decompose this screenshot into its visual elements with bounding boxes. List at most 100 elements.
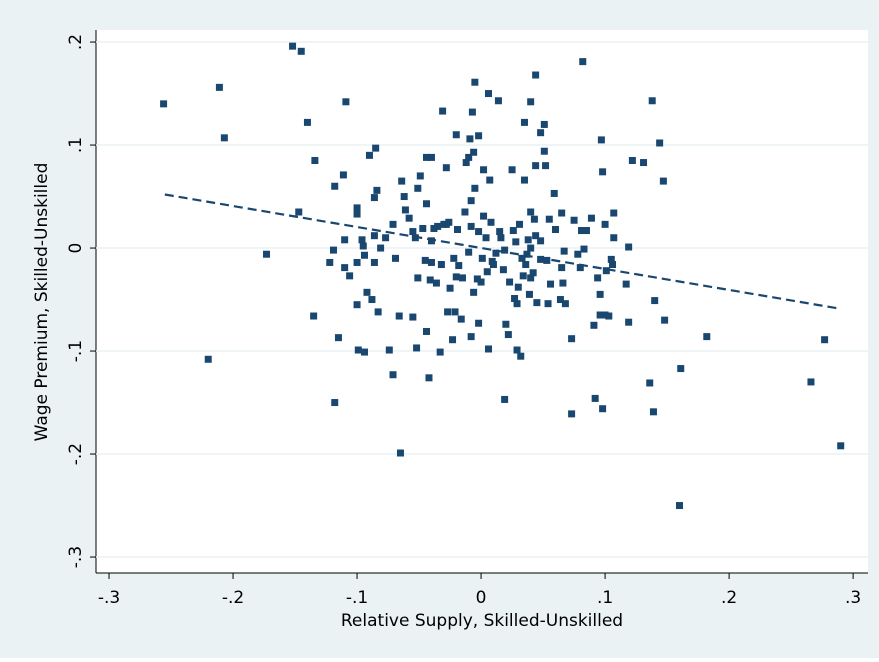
- scatter-point: [334, 334, 342, 342]
- scatter-point: [525, 290, 533, 298]
- scatter-point: [395, 312, 403, 320]
- scatter-point: [480, 212, 488, 220]
- y-tick-label: 0: [66, 243, 86, 254]
- scatter-point: [353, 301, 361, 309]
- scatter-point: [468, 108, 476, 116]
- scatter-point: [529, 269, 537, 277]
- scatter-point: [465, 248, 473, 256]
- scatter-point: [560, 247, 568, 255]
- scatter-point: [497, 234, 505, 242]
- scatter-point: [215, 83, 223, 91]
- scatter-point: [466, 135, 474, 143]
- scatter-point: [297, 47, 305, 55]
- scatter-point: [414, 184, 422, 192]
- scatter-point: [656, 139, 664, 147]
- scatter-point: [558, 209, 566, 217]
- scatter-point: [409, 313, 417, 321]
- scatter-point: [341, 264, 349, 272]
- x-tick-label: .1: [597, 588, 613, 608]
- scatter-point: [220, 134, 228, 142]
- scatter-point: [358, 236, 366, 244]
- scatter-point: [160, 100, 168, 108]
- scatter-point: [640, 159, 648, 167]
- scatter-point: [512, 238, 520, 246]
- scatter-point: [437, 261, 445, 269]
- scatter-point: [370, 194, 378, 202]
- scatter-point: [341, 236, 349, 244]
- scatter-point: [837, 442, 845, 450]
- x-tick-label: .2: [721, 588, 737, 608]
- scatter-point: [370, 258, 378, 266]
- scatter-point: [596, 290, 604, 298]
- scatter-point: [423, 327, 431, 335]
- scatter-point: [452, 273, 460, 281]
- scatter-point: [675, 502, 683, 510]
- scatter-point: [504, 331, 512, 339]
- scatter-point: [289, 42, 297, 50]
- scatter-point: [374, 308, 382, 316]
- scatter-point: [427, 258, 435, 266]
- scatter-point: [506, 278, 514, 286]
- scatter-point: [331, 399, 339, 407]
- scatter-point: [625, 318, 633, 326]
- x-tick-label: -.3: [98, 588, 120, 608]
- scatter-point: [470, 288, 478, 296]
- scatter-point: [501, 395, 509, 403]
- scatter-point: [558, 264, 566, 272]
- scatter-point: [513, 346, 521, 354]
- scatter-point: [574, 250, 582, 258]
- scatter-point: [550, 189, 558, 197]
- scatter-point: [452, 131, 460, 139]
- scatter-point: [570, 216, 578, 224]
- scatter-point: [482, 234, 490, 242]
- scatter-point: [310, 312, 318, 320]
- scatter-point: [329, 246, 337, 254]
- scatter-point: [363, 288, 371, 296]
- scatter-point: [502, 320, 510, 328]
- scatter-point: [596, 311, 604, 319]
- scatter-point: [513, 300, 521, 308]
- scatter-point: [478, 254, 486, 262]
- scatter-point: [568, 335, 576, 343]
- scatter-point: [485, 345, 493, 353]
- scatter-point: [449, 336, 457, 344]
- scatter-point: [648, 97, 656, 105]
- scatter-point: [409, 228, 417, 236]
- scatter-point: [377, 244, 385, 252]
- scatter-point: [677, 365, 685, 373]
- scatter-point: [354, 346, 362, 354]
- scatter-point: [461, 208, 469, 216]
- scatter-point: [423, 200, 431, 208]
- x-tick-label: .3: [845, 588, 861, 608]
- scatter-point: [462, 159, 470, 167]
- scatter-point: [413, 344, 421, 352]
- scatter-point: [522, 261, 530, 269]
- scatter-point: [434, 222, 442, 230]
- scatter-point: [556, 296, 564, 304]
- scatter-point: [439, 107, 447, 115]
- scatter-point: [622, 280, 630, 288]
- scatter-point: [486, 176, 494, 184]
- scatter-point: [537, 255, 545, 263]
- scatter-point: [423, 153, 431, 161]
- scatter-point: [547, 280, 555, 288]
- y-tick-label: -.1: [66, 340, 86, 362]
- plot-area: [96, 30, 868, 573]
- scatter-point: [492, 249, 500, 257]
- scatter-point: [540, 120, 548, 128]
- scatter-point: [400, 193, 408, 201]
- scatter-point: [426, 276, 434, 284]
- scatter-point: [311, 156, 319, 164]
- scatter-point: [385, 346, 393, 354]
- scatter-point: [601, 311, 609, 319]
- scatter-point: [398, 177, 406, 185]
- y-tick-label: -.2: [66, 443, 86, 465]
- scatter-point: [483, 268, 491, 276]
- scatter-point: [610, 209, 618, 217]
- scatter-point: [342, 98, 350, 106]
- scatter-point: [594, 274, 602, 282]
- scatter-point: [373, 186, 381, 194]
- scatter-point: [520, 176, 528, 184]
- scatter-point: [807, 378, 815, 386]
